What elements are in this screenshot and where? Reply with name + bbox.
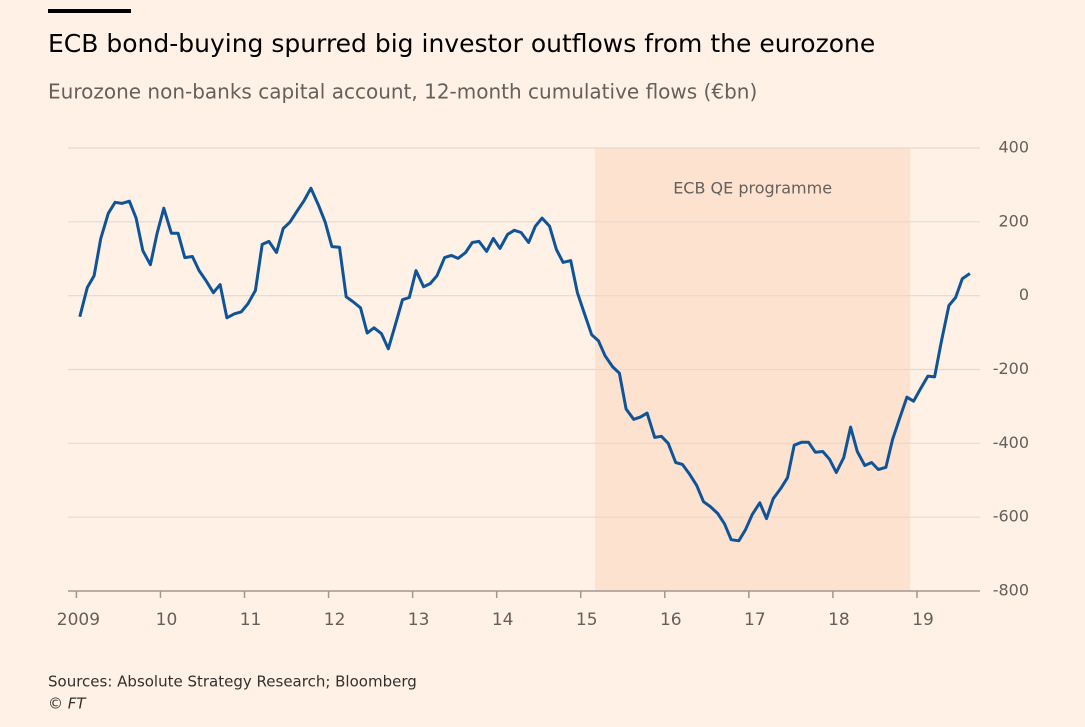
shade-label: ECB QE programme (673, 179, 832, 198)
x-tick-label: 13 (408, 610, 430, 630)
y-tick-label: -600 (993, 507, 1029, 526)
y-tick-label: -400 (993, 433, 1029, 452)
x-tick-label: 19 (912, 610, 934, 630)
y-tick-label: -800 (993, 581, 1029, 600)
top-bar (48, 9, 131, 13)
y-tick-label: 400 (998, 138, 1029, 157)
x-tick-label: 10 (156, 610, 178, 630)
x-tick-label: 18 (828, 610, 850, 630)
chart-title: ECB bond-buying spurred big investor out… (48, 29, 875, 58)
x-tick-label: 15 (576, 610, 598, 630)
y-tick-label: -200 (993, 359, 1029, 378)
credit: © FT (48, 695, 87, 713)
x-tick-label: 12 (324, 610, 346, 630)
x-tick-label: 16 (660, 610, 682, 630)
chart-subtitle: Eurozone non-banks capital account, 12-m… (48, 80, 757, 104)
y-tick-label: 0 (1019, 285, 1029, 304)
x-tick-label: 2009 (57, 610, 100, 630)
source: Sources: Absolute Strategy Research; Blo… (48, 673, 417, 691)
y-tick-label: 200 (998, 211, 1029, 230)
x-tick-label: 17 (744, 610, 766, 630)
x-tick-label: 11 (240, 610, 262, 630)
x-tick-label: 14 (492, 610, 514, 630)
line (78, 186, 971, 543)
